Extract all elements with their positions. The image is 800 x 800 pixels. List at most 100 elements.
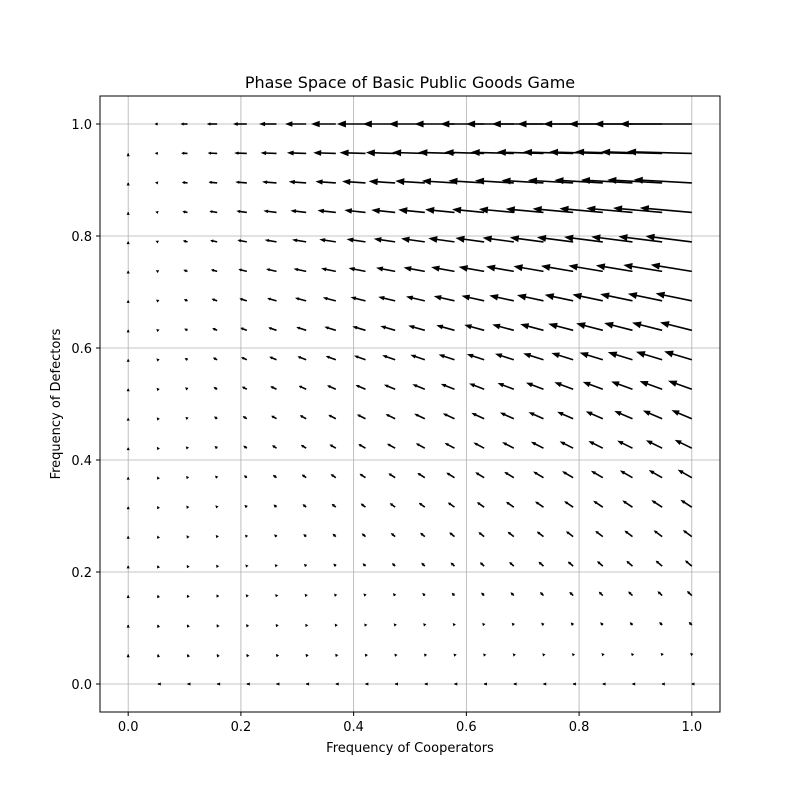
- field-arrow: [242, 416, 248, 420]
- field-arrow: [454, 682, 458, 686]
- field-arrow: [617, 440, 633, 449]
- field-arrow: [504, 471, 515, 479]
- field-arrow: [305, 653, 309, 658]
- field-arrow: [275, 623, 279, 628]
- field-arrow: [623, 263, 663, 273]
- field-arrow: [156, 328, 160, 333]
- field-arrow: [631, 652, 635, 657]
- field-arrow: [428, 236, 455, 243]
- field-arrow: [533, 471, 544, 479]
- field-arrow: [356, 414, 366, 420]
- field-arrow: [627, 292, 663, 302]
- field-arrow: [393, 623, 397, 627]
- field-arrow: [207, 151, 218, 155]
- field-arrow: [392, 593, 397, 597]
- field-arrow: [412, 384, 426, 391]
- field-arrow: [448, 177, 485, 185]
- field-arrow: [284, 121, 307, 127]
- field-arrow: [421, 177, 455, 185]
- field-arrow: [478, 532, 485, 538]
- field-arrow: [447, 502, 455, 508]
- field-arrow: [273, 504, 278, 508]
- field-arrow: [535, 501, 544, 508]
- field-arrow: [502, 442, 515, 449]
- field-arrow: [444, 442, 455, 449]
- field-arrow: [213, 416, 218, 420]
- field-arrow: [688, 621, 693, 626]
- field-arrow: [157, 505, 160, 510]
- field-arrow: [685, 560, 693, 567]
- field-arrow: [126, 654, 130, 658]
- field-arrow: [126, 595, 130, 599]
- field-arrow: [544, 293, 574, 302]
- field-arrow: [214, 446, 218, 450]
- field-arrow: [598, 591, 604, 597]
- field-arrow: [155, 270, 160, 274]
- field-arrow: [262, 180, 277, 185]
- field-arrow: [378, 296, 396, 302]
- field-arrow: [260, 150, 277, 156]
- field-arrow: [156, 624, 161, 628]
- field-arrow: [241, 386, 248, 390]
- field-arrow: [342, 178, 366, 185]
- field-arrow: [217, 682, 221, 686]
- field-arrow: [364, 653, 368, 658]
- field-arrow: [667, 380, 693, 391]
- field-arrow: [582, 381, 604, 391]
- field-arrow: [236, 209, 247, 214]
- field-arrow: [269, 356, 277, 361]
- y-tick-label: 0.8: [71, 230, 92, 245]
- field-arrow: [394, 682, 398, 686]
- y-tick-label: 0.6: [71, 342, 92, 357]
- x-tick-label: 0.2: [231, 720, 252, 735]
- field-arrow: [126, 565, 130, 569]
- field-arrow: [499, 412, 515, 420]
- field-arrow: [271, 415, 277, 420]
- field-arrow: [417, 472, 426, 479]
- field-arrow: [680, 499, 693, 508]
- field-arrow: [536, 531, 544, 538]
- field-arrow: [216, 594, 220, 598]
- field-arrow: [557, 411, 574, 420]
- field-arrow: [568, 263, 603, 273]
- field-arrow: [371, 207, 396, 214]
- field-arrow: [181, 151, 188, 155]
- field-arrow: [473, 442, 485, 449]
- field-arrow: [298, 385, 307, 390]
- field-arrow: [359, 473, 366, 479]
- field-arrow: [325, 355, 337, 361]
- field-arrow: [383, 384, 396, 391]
- field-arrow: [274, 564, 278, 568]
- field-arrow: [235, 180, 247, 184]
- field-arrow: [215, 534, 219, 539]
- field-arrow: [126, 153, 130, 157]
- field-arrow: [215, 505, 219, 509]
- field-arrow: [482, 235, 514, 243]
- field-arrow: [300, 444, 307, 449]
- field-arrow: [604, 321, 633, 332]
- field-arrow: [390, 533, 396, 538]
- field-arrow: [126, 506, 130, 510]
- field-arrow: [626, 560, 634, 567]
- field-arrow: [653, 530, 663, 538]
- field-arrow: [353, 355, 366, 361]
- field-arrow: [527, 177, 574, 185]
- field-arrow: [572, 292, 603, 302]
- field-arrow: [576, 322, 604, 332]
- field-arrow: [513, 682, 517, 686]
- y-tick-label: 1.0: [71, 118, 92, 133]
- field-arrow: [182, 239, 188, 243]
- field-arrow: [245, 564, 249, 568]
- field-arrow: [352, 326, 366, 332]
- field-arrow: [511, 622, 515, 627]
- field-arrow: [648, 470, 663, 479]
- field-arrow: [471, 412, 485, 420]
- field-arrow: [539, 592, 545, 597]
- field-arrow: [186, 535, 190, 539]
- field-arrow: [627, 148, 692, 156]
- field-arrow: [639, 205, 692, 214]
- field-arrow: [187, 682, 191, 686]
- field-arrow: [155, 240, 159, 244]
- field-arrow: [155, 299, 160, 303]
